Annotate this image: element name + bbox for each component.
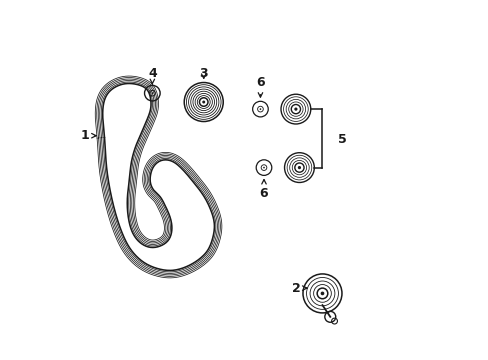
Circle shape [297,166,301,169]
Circle shape [202,100,205,104]
Text: 4: 4 [148,67,156,84]
Text: 6: 6 [259,180,268,199]
Text: 2: 2 [291,282,306,294]
Circle shape [151,92,153,94]
Text: 5: 5 [338,133,346,146]
Circle shape [320,292,324,295]
Circle shape [294,108,297,111]
Text: 1: 1 [81,129,96,142]
Text: 3: 3 [199,67,207,80]
Circle shape [263,167,264,168]
Circle shape [259,108,261,110]
Text: 6: 6 [256,76,264,97]
